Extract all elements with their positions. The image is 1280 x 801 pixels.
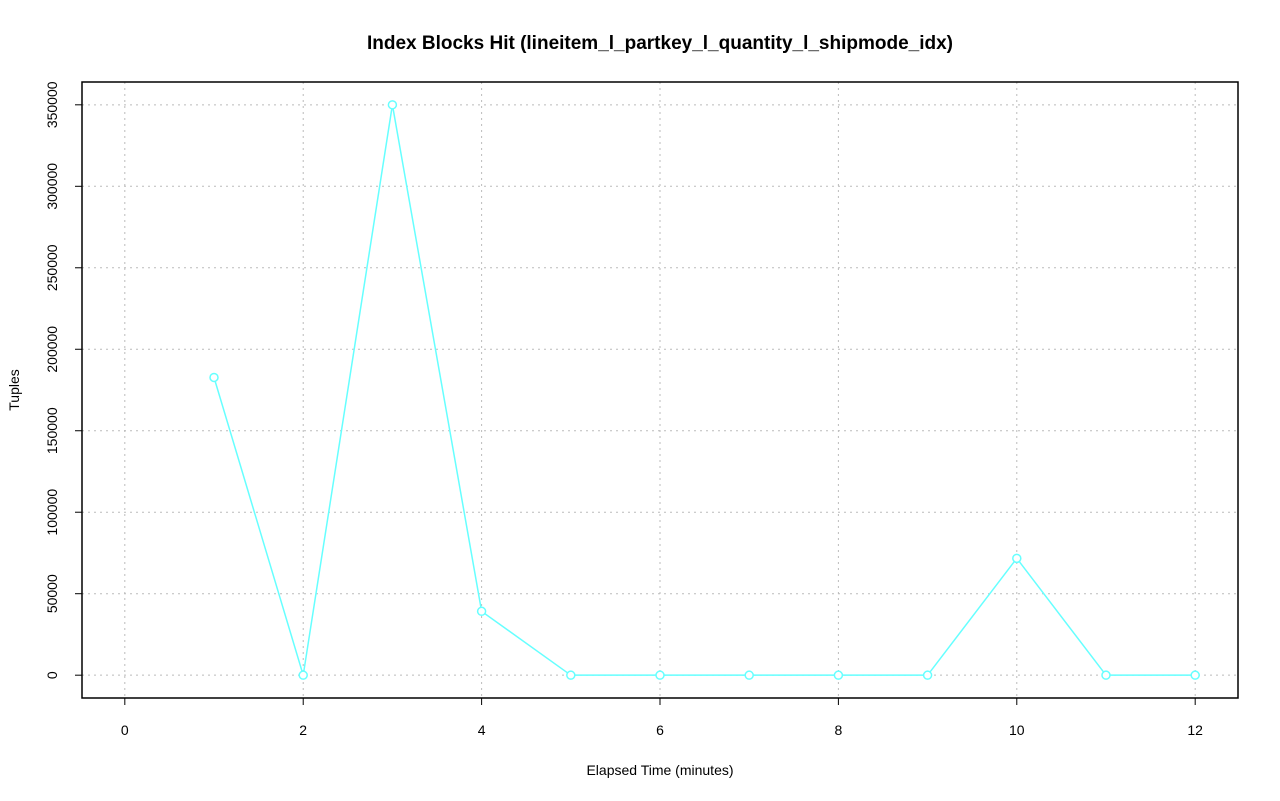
y-tick-label: 200000: [44, 326, 60, 373]
point: [1012, 553, 1022, 564]
point: [1101, 670, 1111, 680]
x-tick-label: 8: [834, 722, 842, 738]
x-tick-label: 4: [478, 722, 486, 738]
x-tick-label: 10: [1009, 722, 1025, 738]
line: [213, 104, 1196, 676]
x-axis-label: Elapsed Time (minutes): [586, 762, 733, 778]
y-tick-label: 300000: [44, 163, 60, 210]
y-tick-label: 0: [44, 671, 60, 679]
y-tick-label: 50000: [44, 574, 60, 613]
x-tick-label: 12: [1187, 722, 1203, 738]
y-tick-label: 100000: [44, 489, 60, 536]
point: [387, 100, 398, 110]
point: [298, 670, 308, 680]
point: [476, 606, 487, 617]
point: [655, 670, 665, 680]
y-tick-label: 250000: [44, 244, 60, 291]
chart-title: Index Blocks Hit (lineitem_l_partkey_l_q…: [367, 33, 953, 54]
y-tick-label: 150000: [44, 407, 60, 454]
point: [833, 670, 844, 680]
point: [744, 670, 754, 680]
point: [922, 670, 933, 680]
plot-frame: [81, 81, 1239, 699]
point: [1190, 670, 1200, 680]
x-tick-label: 2: [299, 722, 307, 738]
x-tick-label: 0: [121, 722, 129, 738]
x-tick-label: 6: [656, 722, 664, 738]
y-axis-label: Tuples: [6, 369, 22, 411]
point: [566, 670, 576, 680]
point: [209, 372, 219, 383]
y-tick-label: 350000: [44, 81, 60, 128]
